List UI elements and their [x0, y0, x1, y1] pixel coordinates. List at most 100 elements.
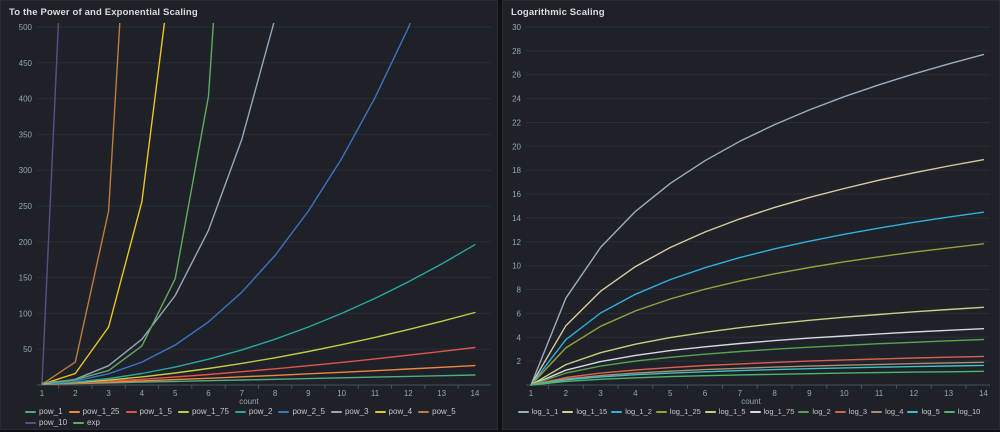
legend-swatch	[655, 410, 667, 413]
svg-text:11: 11	[875, 389, 884, 398]
plot-area[interactable]: 50 100 150 200 250 300 350 400 450 500 1 2 3 4 5 6 7 8 9 10…	[1, 23, 497, 399]
x-axis-label: count	[741, 397, 761, 406]
svg-text:8: 8	[772, 389, 777, 398]
x-axis-label: count	[239, 397, 259, 406]
legend: pow_1 pow_1_25 pow_1_5 pow_1_75 pow_2 pow_2_5…	[1, 407, 497, 427]
legend-swatch	[418, 410, 430, 413]
svg-text:28: 28	[512, 47, 521, 56]
svg-text:9: 9	[306, 389, 311, 398]
legend-swatch	[73, 421, 85, 424]
svg-text:8: 8	[273, 389, 278, 398]
legend-label: log_2	[812, 407, 831, 416]
legend-swatch	[517, 410, 529, 413]
legend-item-pow_1[interactable]: pow_1	[25, 407, 63, 416]
svg-text:24: 24	[512, 95, 521, 104]
svg-text:3: 3	[106, 389, 111, 398]
svg-text:150: 150	[19, 274, 33, 283]
legend: log_1_1 log_1_15 log_1_2 log_1_25 log_1_5 log…	[503, 407, 999, 416]
svg-text:5: 5	[668, 389, 673, 398]
svg-text:8: 8	[517, 286, 522, 295]
legend-swatch	[943, 410, 955, 413]
svg-text:14: 14	[979, 389, 988, 398]
legend-item-log_1_75[interactable]: log_1_75	[749, 407, 795, 416]
legend-label: log_1_75	[763, 407, 795, 416]
svg-text:6: 6	[206, 389, 211, 398]
svg-text:16: 16	[512, 190, 521, 199]
legend-item-log_4[interactable]: log_4	[871, 407, 903, 416]
svg-text:20: 20	[512, 142, 521, 151]
panel-header: To the Power of and Exponential Scaling	[1, 1, 497, 23]
legend-label: log_1_5	[718, 407, 746, 416]
legend-item-log_5[interactable]: log_5	[907, 407, 940, 416]
legend-label: log_10	[957, 407, 981, 416]
svg-text:30: 30	[512, 23, 521, 32]
legend-item-pow_3[interactable]: pow_3	[330, 407, 369, 416]
legend-label: pow_10	[39, 418, 68, 427]
legend-item-log_10[interactable]: log_10	[943, 407, 981, 416]
svg-text:4: 4	[517, 333, 522, 342]
legend-item-exp[interactable]: exp	[73, 418, 100, 427]
panel-header: Logarithmic Scaling	[503, 1, 999, 23]
legend-label: pow_1_5	[139, 407, 172, 416]
svg-text:12: 12	[909, 389, 918, 398]
svg-text:1: 1	[40, 389, 45, 398]
legend-item-log_3[interactable]: log_3	[834, 407, 867, 416]
legend-item-pow_5[interactable]: pow_5	[418, 407, 456, 416]
legend-swatch	[562, 410, 574, 413]
legend-label: pow_2	[248, 407, 273, 416]
plot-area[interactable]: 2 4 6 8 10 12 14 16 18 20 22 24 26 28 30 1 2 3 4 5 6 7 8 9 10 11 1…	[503, 23, 999, 399]
svg-text:4: 4	[633, 389, 638, 398]
legend-item-pow_1_25[interactable]: pow_1_25	[68, 407, 120, 416]
legend-label: pow_1_25	[82, 407, 120, 416]
legend-swatch	[834, 410, 846, 413]
svg-text:100: 100	[19, 309, 33, 318]
panel-title[interactable]: To the Power of and Exponential Scaling	[9, 6, 198, 18]
legend-label: log_1_2	[625, 407, 652, 416]
panel-title[interactable]: Logarithmic Scaling	[511, 6, 605, 18]
svg-text:12: 12	[404, 389, 413, 398]
legend-item-pow_2_5[interactable]: pow_2_5	[278, 407, 325, 416]
svg-text:2: 2	[73, 389, 78, 398]
svg-text:9: 9	[807, 389, 812, 398]
legend-item-log_1_1[interactable]: log_1_1	[517, 407, 559, 416]
panel-log-scaling: Logarithmic Scaling 2 4 6 8 10 12 14 16 18 20 22 24…	[502, 0, 1000, 430]
svg-text:7: 7	[240, 389, 245, 398]
legend-item-log_1_15[interactable]: log_1_15	[562, 407, 607, 416]
legend-label: log_1_25	[669, 407, 701, 416]
legend-swatch	[278, 410, 290, 413]
legend-item-pow_2[interactable]: pow_2	[234, 407, 273, 416]
legend-item-pow_10[interactable]: pow_10	[25, 418, 67, 427]
legend-label: log_5	[921, 407, 940, 416]
svg-text:300: 300	[19, 166, 33, 175]
svg-text:26: 26	[512, 71, 521, 80]
legend-label: pow_2_5	[292, 407, 325, 416]
svg-text:200: 200	[19, 238, 33, 247]
svg-text:2: 2	[564, 389, 569, 398]
svg-text:350: 350	[19, 130, 33, 139]
svg-text:4: 4	[140, 389, 145, 398]
legend-label: log_1_1	[531, 407, 559, 416]
legend-swatch	[25, 421, 36, 424]
legend-swatch	[125, 410, 137, 413]
svg-text:10: 10	[337, 389, 346, 398]
svg-text:10: 10	[840, 389, 849, 398]
legend-swatch	[68, 410, 80, 413]
legend-item-pow_1_75[interactable]: pow_1_75	[177, 407, 229, 416]
legend-item-log_1_2[interactable]: log_1_2	[611, 407, 652, 416]
legend-item-log_1_25[interactable]: log_1_25	[655, 407, 701, 416]
svg-text:3: 3	[598, 389, 603, 398]
legend-swatch	[374, 410, 386, 413]
legend-item-log_2[interactable]: log_2	[798, 407, 831, 416]
legend-item-pow_1_5[interactable]: pow_1_5	[125, 407, 172, 416]
svg-text:500: 500	[19, 23, 33, 32]
legend-swatch	[234, 410, 246, 413]
legend-label: pow_1	[39, 407, 63, 416]
svg-text:450: 450	[19, 59, 33, 68]
svg-text:22: 22	[512, 119, 521, 128]
legend-swatch	[749, 410, 761, 413]
legend-item-log_1_5[interactable]: log_1_5	[704, 407, 746, 416]
legend-item-pow_4[interactable]: pow_4	[374, 407, 412, 416]
svg-text:250: 250	[19, 202, 33, 211]
svg-text:18: 18	[512, 166, 521, 175]
